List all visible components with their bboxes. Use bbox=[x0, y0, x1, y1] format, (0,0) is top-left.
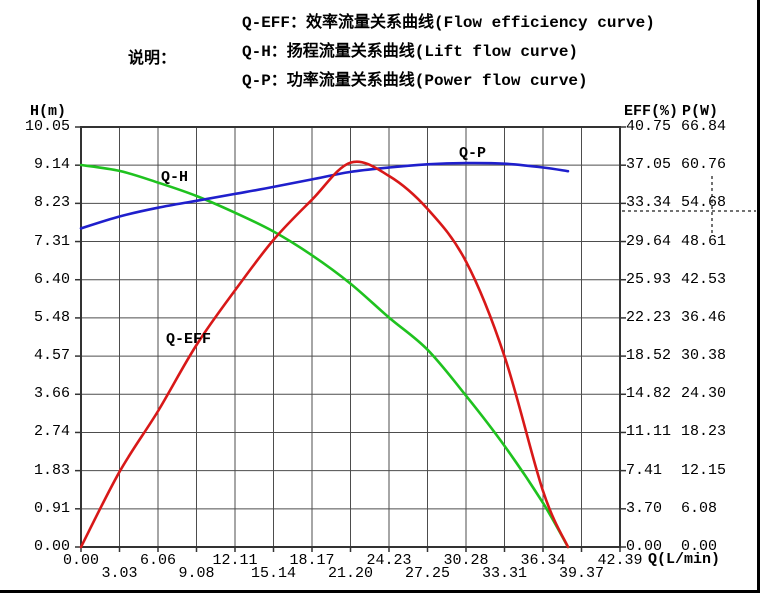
right-axis-eff-tick: 18.52 bbox=[626, 347, 672, 365]
right-axis-eff-tick: 0.00 bbox=[626, 538, 663, 555]
right-axis-p-tick: 36.46 bbox=[681, 308, 727, 326]
left-axis-tick: 1.83 bbox=[33, 461, 70, 479]
left-axis-tick: 3.66 bbox=[33, 385, 70, 403]
right-axis-eff-tick: 37.05 bbox=[626, 156, 672, 174]
x-axis-tick: 6.06 bbox=[139, 552, 176, 569]
right-axis-p-tick: 42.53 bbox=[681, 270, 727, 288]
x-axis-tick: 33.31 bbox=[481, 565, 527, 582]
left-axis-tick: 4.57 bbox=[33, 347, 70, 365]
x-axis-tick: 27.25 bbox=[404, 565, 450, 582]
x-axis-tick: 24.23 bbox=[366, 552, 412, 569]
x-axis-tick: 12.11 bbox=[212, 552, 258, 569]
right-axis-eff-tick: 22.23 bbox=[626, 308, 672, 326]
right-axis-p-tick: 12.15 bbox=[681, 461, 727, 479]
right-axis-eff-tick: 29.64 bbox=[626, 232, 672, 250]
right-axis-p-tick: 54.68 bbox=[681, 194, 727, 212]
x-axis-tick: 30.28 bbox=[443, 552, 489, 569]
x-axis-tick: 36.34 bbox=[520, 552, 566, 569]
x-axis-tick: 15.14 bbox=[250, 565, 296, 582]
right-axis-eff-tick: 40.75 bbox=[626, 118, 672, 135]
left-axis-tick: 7.31 bbox=[33, 232, 70, 250]
right-axis-p-tick: 0.00 bbox=[681, 538, 718, 555]
right-axis-p-tick: 30.38 bbox=[681, 347, 727, 365]
series-q-h bbox=[79, 163, 570, 549]
curve-label-qh: Q-H bbox=[161, 169, 189, 186]
x-axis-tick: 9.08 bbox=[178, 565, 215, 582]
x-axis-header: Q(L/min) bbox=[648, 551, 721, 568]
series-q-eff bbox=[79, 160, 570, 549]
left-axis-tick: 10.05 bbox=[24, 118, 70, 135]
right-axis-eff-tick: 7.41 bbox=[626, 461, 663, 479]
x-axis-tick: 42.39 bbox=[597, 552, 643, 569]
legend-line-qeff: Q-EFF：效率流量关系曲线(Flow efficiency curve) bbox=[242, 14, 655, 32]
right-axis-p-tick: 18.23 bbox=[681, 423, 727, 441]
left-axis-tick: 5.48 bbox=[33, 308, 70, 326]
right-axis-p-tick: 24.30 bbox=[681, 385, 727, 403]
right-axis-p-tick: 66.84 bbox=[681, 118, 727, 135]
left-axis-tick: 8.23 bbox=[33, 194, 70, 212]
right-axis-p-tick: 6.08 bbox=[681, 499, 718, 517]
right-axis-eff-tick: 3.70 bbox=[626, 499, 663, 517]
x-axis-tick: 18.17 bbox=[289, 552, 335, 569]
x-axis-tick: 3.03 bbox=[101, 565, 138, 582]
left-axis-tick: 9.14 bbox=[33, 156, 70, 174]
right-axis-p-tick: 60.76 bbox=[681, 156, 727, 174]
left-axis-tick: 0.00 bbox=[33, 538, 70, 555]
right-axis-p-tick: 48.61 bbox=[681, 232, 727, 250]
left-axis-tick: 0.91 bbox=[33, 499, 70, 517]
x-axis-tick: 39.37 bbox=[558, 565, 604, 582]
left-axis-tick: 2.74 bbox=[33, 423, 70, 441]
right-axis-eff-header: EFF(%) bbox=[624, 103, 679, 120]
right-axis-eff-tick: 11.11 bbox=[626, 423, 672, 441]
right-axis-eff-tick: 14.82 bbox=[626, 385, 672, 403]
legend-line-qp: Q-P：功率流量关系曲线(Power flow curve) bbox=[242, 72, 588, 90]
legend-caption: 说明： bbox=[128, 50, 177, 68]
left-axis-tick: 6.40 bbox=[33, 270, 70, 288]
x-axis-tick: 21.20 bbox=[327, 565, 373, 582]
right-axis-eff-tick: 33.34 bbox=[626, 194, 672, 212]
right-axis-p-header: P(W) bbox=[682, 103, 719, 120]
curve-label-qp: Q-P bbox=[459, 145, 487, 162]
curve-label-qeff: Q-EFF bbox=[166, 331, 212, 348]
x-axis-tick: 0.00 bbox=[62, 552, 99, 569]
legend-line-qh: Q-H：扬程流量关系曲线(Lift flow curve) bbox=[242, 43, 579, 61]
series-q-p bbox=[79, 161, 570, 230]
right-axis-eff-tick: 25.93 bbox=[626, 270, 672, 288]
left-axis-header: H(m) bbox=[30, 103, 67, 120]
